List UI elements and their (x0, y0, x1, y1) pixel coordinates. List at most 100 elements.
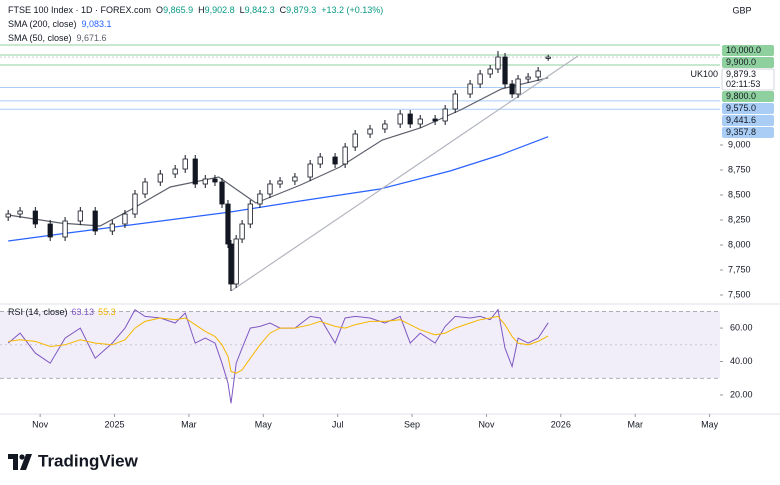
y-tick-label: 9,000 (728, 139, 751, 149)
rsi-legend: RSI (14, close) 63.13 55.3 (8, 307, 116, 317)
candle-body (477, 73, 483, 85)
sma-line (8, 77, 549, 227)
candle-body (535, 70, 541, 78)
candle-body (142, 181, 148, 195)
candle-body (397, 113, 403, 125)
level-tag-label: 9,357.8 (726, 127, 756, 137)
rsi-last: 55.3 (98, 307, 116, 317)
ohlc-value: 9,842.3 (245, 5, 275, 15)
logo-shape (8, 454, 18, 470)
candle-body (47, 223, 53, 238)
x-tick-label: May (255, 419, 273, 429)
y-tick-label: 8,000 (728, 239, 751, 249)
candle-body (545, 56, 551, 59)
symbol-label: UK100 (690, 69, 718, 79)
candle-body (239, 223, 245, 240)
candle-body (407, 113, 413, 125)
x-tick-label: Nov (32, 419, 49, 429)
x-tick-label: Nov (478, 419, 495, 429)
trendline (230, 55, 579, 292)
x-tick-label: Mar (181, 419, 197, 429)
candle-body (277, 180, 283, 185)
level-tag-label: 9,575.0 (726, 103, 756, 113)
candle-body (228, 243, 234, 285)
y-tick-label: 8,750 (728, 164, 751, 174)
rsi-title: RSI (14, close) (8, 307, 68, 317)
ohlc-value: 9,902.8 (205, 5, 235, 15)
sma-last: 9,671.6 (77, 33, 107, 43)
level-tag-label: 9,900.0 (726, 57, 756, 67)
candle-body (5, 213, 11, 218)
ohlc-value: 9,879.3 (286, 5, 316, 15)
rsi-y-tick-label: 20.00 (730, 389, 753, 399)
candle-body (367, 128, 373, 135)
level-tag (722, 91, 774, 102)
candle-body (342, 146, 348, 165)
candle-body (122, 213, 128, 225)
last-price-tag (721, 68, 775, 91)
sma-last: 9,083.1 (82, 19, 112, 29)
candle-body (202, 178, 208, 185)
x-tick-label: Mar (627, 419, 643, 429)
candle-body (172, 168, 178, 175)
countdown-label: 02:11:53 (726, 79, 760, 89)
candle-body (267, 183, 273, 195)
sma-legend: SMA (50, close) 9,671.6 (8, 33, 107, 43)
rsi-y-tick-label: 40.00 (730, 356, 753, 366)
candle-body (382, 123, 388, 130)
x-tick-label: Sep (404, 419, 420, 429)
candle-body (317, 156, 323, 165)
candle-body (62, 220, 68, 238)
candle-body (495, 56, 501, 70)
candle-body (515, 78, 521, 95)
candle-body (442, 108, 448, 122)
y-tick-label: 8,500 (728, 189, 751, 199)
candle-body (332, 156, 338, 165)
rsi-line (7, 308, 549, 404)
candle-body (132, 193, 138, 215)
x-tick-label: 2026 (551, 419, 571, 429)
candle-body (17, 210, 23, 215)
sma-name: SMA (50, close) (8, 33, 72, 43)
level-tag (722, 115, 774, 126)
logo-shape (20, 454, 32, 470)
tradingview-logo-icon (8, 454, 32, 470)
level-tag (722, 45, 774, 56)
logo-shape (19, 454, 25, 460)
candle-body (509, 83, 515, 95)
change: +13.2 (+0.13%) (321, 5, 383, 15)
candle-body (292, 176, 298, 182)
level-tag-label: 9,800.0 (726, 91, 756, 101)
candle-body (32, 210, 38, 225)
title: FTSE 100 Index · 1D · FOREX.com (8, 5, 151, 15)
level-tag (722, 103, 774, 114)
x-tick-label: 2025 (105, 419, 125, 429)
ohlc-value: 9,865.9 (163, 5, 193, 15)
candle-body (233, 238, 239, 285)
level-tag-label: 9,441.6 (726, 115, 756, 125)
candle-body (257, 193, 263, 205)
level-tag (722, 57, 774, 68)
candle-body (502, 56, 508, 85)
ohlc-key: L (240, 5, 245, 15)
candle-body (307, 163, 313, 178)
rsi-y-tick-label: 60.00 (730, 322, 753, 332)
last-price-label: 9,879.3 (726, 69, 756, 79)
header: FTSE 100 Index · 1D · FOREX.com O9,865.9 H… (8, 5, 383, 15)
currency-label: GBP (732, 5, 751, 15)
candle-body (417, 118, 423, 125)
ohlc-key: H (198, 5, 205, 15)
y-tick-label: 7,750 (728, 264, 751, 274)
candle-body (487, 68, 493, 75)
candle-body (182, 158, 188, 170)
level-tag (722, 127, 774, 138)
candle-body (432, 118, 438, 122)
ohlc-key: C (280, 5, 287, 15)
candle-body (225, 203, 231, 245)
x-tick-label: May (701, 419, 719, 429)
candle-body (247, 203, 253, 225)
candle-body (467, 83, 473, 95)
sma-line (8, 136, 549, 242)
